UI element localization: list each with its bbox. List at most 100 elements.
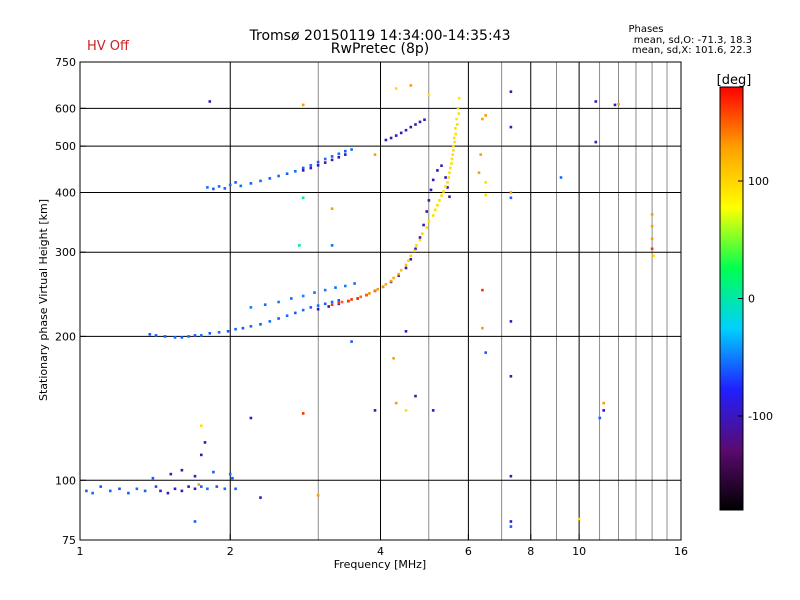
data-point-o [234,181,237,184]
y-tick-label: 75 [62,534,76,547]
data-point-x [316,494,320,497]
data-point-x [347,299,350,303]
data-point-o [323,288,327,292]
colorbar-ticks: 100 0 -100 [738,175,773,423]
data-point-o [200,453,203,457]
y-tick-label: 500 [55,140,76,153]
data-point-o [440,164,443,167]
data-point-o [277,317,280,320]
data-point-o [594,100,598,103]
data-point-x [431,214,435,217]
x-tick-label: 1 [77,545,84,558]
data-point-o [294,311,297,315]
data-point-x [427,220,431,223]
y-axis-label: Stationary phase Virtual Height [km] [37,199,50,401]
data-point-o [327,305,330,308]
data-point-o [313,291,316,294]
data-point-o [285,172,289,175]
data-point-o [330,155,334,158]
data-point-o [350,340,353,343]
data-point-o [509,525,513,528]
data-point-x [447,176,450,179]
data-point-x [509,191,513,194]
data-point-x [484,181,487,184]
data-point-o [301,169,305,172]
data-point-x [577,517,581,521]
stats-line-x: mean, sd,X: 101.6, 22.3 [632,45,752,56]
data-point-o [226,330,230,333]
data-point-o [431,178,435,182]
data-point-o [180,468,184,472]
data-point-x [457,112,461,115]
x-tick-label: 8 [527,545,534,558]
data-point-x [650,213,654,216]
data-point-x [481,326,484,330]
data-point-o [208,332,212,335]
data-point-o [330,300,334,304]
data-point-x [197,483,201,486]
data-point-o [337,299,341,302]
data-point-x [389,279,393,283]
data-point-o [316,164,320,167]
data-point-o [223,487,227,491]
data-point-o [373,409,377,412]
data-point-o [423,118,426,121]
colorbar-tick-label: -100 [748,410,773,423]
hv-status-label: HV Off [87,39,130,54]
data-point-o [193,474,197,478]
data-point-o [309,164,313,167]
data-point-x [453,140,456,144]
data-point-x [330,207,334,210]
data-point-x [438,199,441,202]
data-point-o [277,300,280,304]
data-point-o [344,284,347,288]
data-point-o [409,125,413,129]
data-point-x [407,259,410,262]
data-point-x [425,226,428,229]
data-point-o [602,409,605,412]
data-point-o [234,487,237,491]
data-point-x [650,224,654,228]
data-point-x [602,401,605,405]
data-point-x [356,297,359,300]
data-point-o [344,153,347,156]
data-point-x [481,288,484,292]
data-point-o [344,149,347,153]
data-point-x [451,153,454,156]
data-point-o [290,297,293,300]
data-point-o [353,282,356,285]
data-point-o [301,308,305,312]
data-point-o [263,303,267,306]
data-point-x [413,249,416,253]
y-tick-label: 750 [55,56,76,69]
data-point-o [208,100,212,103]
y-axis-ticks: 75 100 200 300 400 500 600 750 [55,56,86,547]
data-point-o [598,416,602,420]
data-point-o [215,485,219,488]
stats-line-o: mean, sd,O: -71.3, 18.3 [634,35,752,46]
data-point-x [421,232,424,235]
data-point-o [559,176,563,179]
data-point-x [481,117,484,121]
data-point-o [234,327,237,331]
data-point-o [118,487,121,491]
data-point-o [151,476,155,480]
data-point-o [446,186,449,189]
data-point-x [399,269,403,272]
data-point-o [323,302,327,306]
data-point-o [259,323,262,326]
data-point-o [316,304,320,307]
data-point-o [404,330,408,333]
data-point-x [404,409,408,412]
data-point-o [509,196,513,200]
data-point-x [484,193,487,197]
data-point-o [143,489,147,493]
data-point-x [484,114,487,117]
data-point-o [316,307,320,311]
data-point-o [99,485,102,488]
data-point-x [617,102,620,106]
data-point-o [484,351,487,354]
data-point-x [365,293,368,297]
data-point-x [301,103,305,107]
data-point-o [301,166,305,170]
